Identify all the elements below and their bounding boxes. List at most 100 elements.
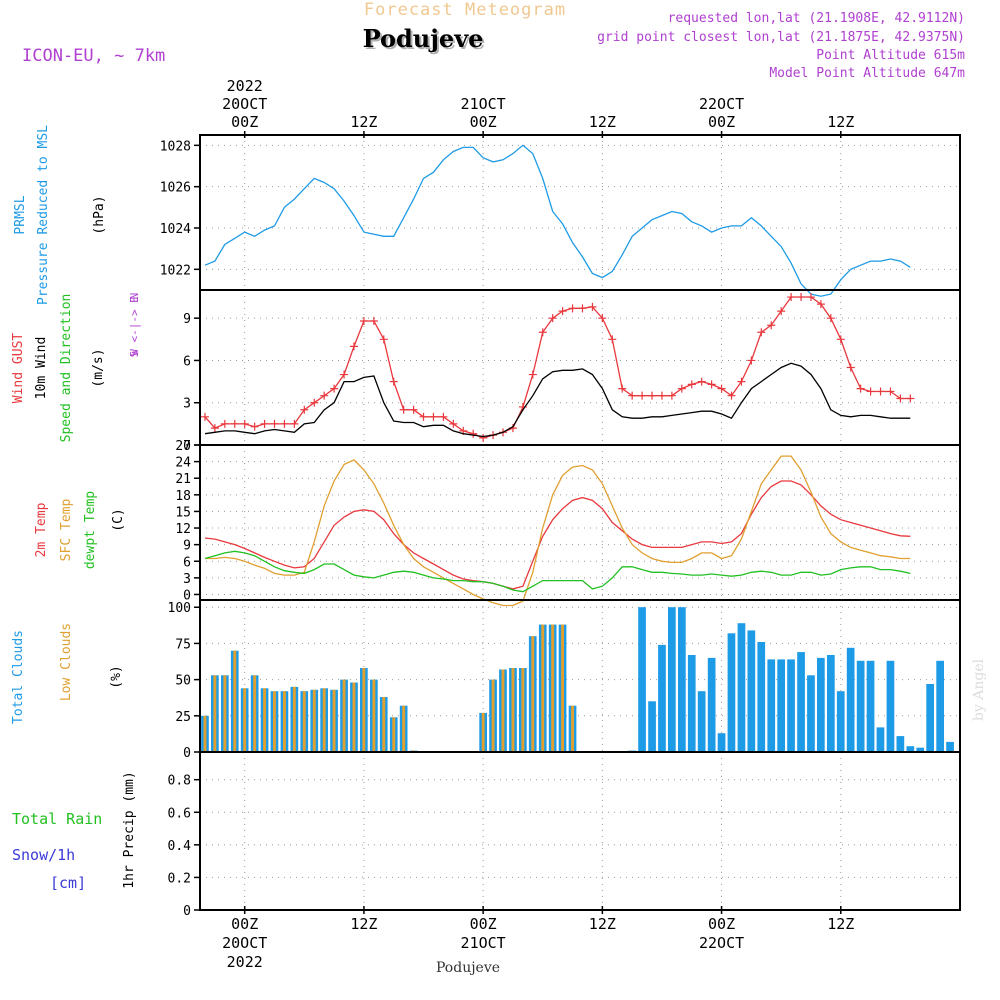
gust-marker bbox=[310, 398, 319, 407]
total-cloud-bar bbox=[846, 647, 855, 752]
total-cloud-bar bbox=[727, 633, 736, 752]
footer-station: Podujeve bbox=[436, 960, 500, 976]
pressure-name-label: PRMSL bbox=[13, 195, 28, 234]
compass-rose: N W <-|-> E S bbox=[128, 293, 141, 358]
compass-west-east: W <-|-> E bbox=[128, 296, 141, 356]
gust-marker bbox=[260, 419, 269, 428]
low-cloud-bar bbox=[382, 697, 386, 752]
total-cloud-bar bbox=[807, 675, 815, 752]
low-cloud-bar bbox=[481, 712, 485, 752]
temperature-ytick-label: 6 bbox=[183, 555, 191, 570]
gust-marker bbox=[757, 328, 766, 337]
gust-marker bbox=[608, 335, 617, 344]
bottom-time-label: 00Z bbox=[231, 915, 258, 933]
low-cloud-bar bbox=[342, 679, 346, 752]
super-title: Forecast Meteogram bbox=[364, 0, 566, 20]
gust-marker bbox=[707, 380, 716, 389]
total-cloud-bar bbox=[856, 660, 865, 752]
wind-ytick-label: 6 bbox=[183, 354, 191, 369]
gust-marker bbox=[320, 391, 329, 400]
temperature-ytick-label: 18 bbox=[175, 489, 191, 504]
cloud-unit-label: (%) bbox=[109, 665, 124, 688]
gust-marker bbox=[568, 304, 577, 313]
gust-marker bbox=[737, 377, 746, 386]
total-cloud-bar bbox=[876, 727, 885, 752]
low-cloud-bar bbox=[352, 682, 356, 752]
clouds-panel: 0 25 50 75 100 bbox=[168, 599, 961, 761]
gust-marker bbox=[667, 391, 676, 400]
bottom-time-label: 20OCT bbox=[222, 934, 267, 952]
total-cloud-bar bbox=[866, 660, 875, 752]
bottom-time-label: 00Z bbox=[470, 915, 497, 933]
low-cloud-bar bbox=[501, 669, 505, 752]
bottom-time-label: 22OCT bbox=[699, 934, 744, 952]
gust-marker bbox=[836, 335, 845, 344]
gust-marker bbox=[250, 422, 259, 431]
precipitation-ytick-label: 0.2 bbox=[168, 871, 191, 886]
pressure-unit-label: (hPa) bbox=[92, 195, 107, 234]
top-time-label: 21OCT bbox=[461, 95, 506, 113]
gust-marker bbox=[379, 335, 388, 344]
gust-marker bbox=[578, 304, 587, 313]
10m-wind-line bbox=[204, 362, 911, 438]
clouds-ytick-label: 75 bbox=[175, 637, 191, 652]
total-cloud-bar bbox=[737, 623, 746, 752]
total-cloud-bar bbox=[707, 657, 716, 752]
prmsl-line bbox=[204, 144, 911, 297]
gust-marker bbox=[330, 384, 339, 393]
gust-marker bbox=[389, 377, 398, 386]
pressure-ytick-label: 1028 bbox=[160, 139, 191, 154]
model-label: ICON-EU, ~ 7km bbox=[22, 46, 165, 66]
temperature-ytick-label: 15 bbox=[175, 505, 191, 520]
sfc-temp-line bbox=[205, 455, 911, 607]
top-time-label: 22OCT bbox=[699, 95, 744, 113]
total-cloud-bar bbox=[926, 684, 934, 752]
total-cloud-bar bbox=[946, 741, 954, 752]
dewpt-temp-line bbox=[204, 550, 911, 593]
total-cloud-bar bbox=[648, 701, 656, 752]
precipitation-panel: 0 0.2 0.4 0.6 0.8 bbox=[168, 751, 961, 919]
gust-marker bbox=[638, 391, 647, 400]
low-cloud-bar bbox=[203, 715, 207, 752]
gust-marker bbox=[240, 419, 249, 428]
low-cloud-bar bbox=[283, 691, 286, 752]
gust-marker bbox=[657, 391, 666, 400]
low-cloud-bar bbox=[273, 691, 276, 752]
gust-marker bbox=[399, 405, 408, 414]
low-cloud-bar bbox=[402, 705, 406, 752]
gust-marker bbox=[648, 391, 657, 400]
total-cloud-bar bbox=[757, 642, 766, 752]
precip-snow-unit: [cm] bbox=[50, 874, 86, 892]
low-cloud-bar bbox=[372, 679, 376, 752]
gust-marker bbox=[369, 317, 378, 325]
total-cloud-bar bbox=[638, 607, 646, 752]
gust-marker bbox=[618, 384, 627, 393]
clouds-ytick-label: 25 bbox=[175, 710, 191, 725]
gust-marker bbox=[598, 314, 607, 323]
total-cloud-bar bbox=[787, 659, 795, 752]
low-cloud-bar bbox=[511, 668, 515, 752]
gust-marker bbox=[548, 314, 557, 323]
pressure-frame bbox=[199, 134, 961, 291]
clouds-ytick-label: 50 bbox=[175, 674, 191, 689]
wind-ytick-label: 3 bbox=[183, 397, 191, 412]
top-time-label: 00Z bbox=[470, 113, 497, 131]
total-cloud-bar bbox=[777, 659, 785, 752]
gust-marker bbox=[538, 328, 547, 337]
low-cloud-bar bbox=[521, 668, 525, 752]
gust-marker bbox=[359, 317, 368, 325]
bottom-time-label: 12Z bbox=[827, 915, 854, 933]
gust-marker bbox=[340, 370, 349, 379]
top-time-label: 00Z bbox=[231, 113, 258, 131]
total-cloud-bar bbox=[896, 736, 905, 752]
total-cloud-bar bbox=[747, 630, 756, 752]
gust-marker bbox=[747, 356, 756, 365]
gust-marker bbox=[290, 419, 299, 428]
total-cloud-bar bbox=[697, 691, 706, 752]
low-cloud-bar bbox=[491, 679, 495, 752]
low-cloud-bar bbox=[561, 624, 564, 752]
low-cloud-bar bbox=[263, 688, 266, 752]
bottom-time-label: 21OCT bbox=[461, 934, 506, 952]
top-time-label: 12Z bbox=[350, 113, 377, 131]
